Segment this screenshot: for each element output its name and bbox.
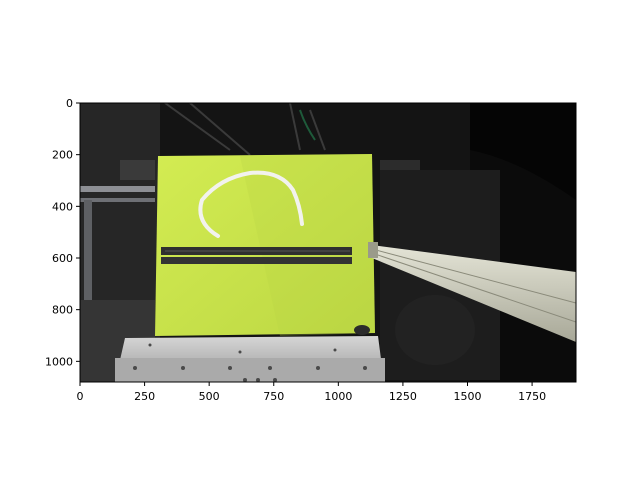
overhead-cable: [164, 103, 326, 156]
overhead-cable: [299, 109, 316, 141]
x-tick-label: 1500: [454, 390, 482, 403]
y-tick-label: 600: [52, 252, 73, 265]
x-tick-label: 1250: [389, 390, 417, 403]
y-tick-label: 0: [66, 97, 73, 110]
plot-frame: [79, 102, 577, 383]
y-tick-label: 400: [52, 200, 73, 213]
x-axis: 0 250 500 750 1000 1250 1500 1750: [77, 382, 546, 403]
right-dark-object: [395, 295, 475, 365]
rail-clamp: [368, 242, 378, 258]
green-board: [155, 154, 375, 336]
x-tick-label: 750: [263, 390, 284, 403]
left-frame-bar: [80, 198, 155, 202]
y-tick-label: 1000: [45, 355, 73, 368]
x-tick-label: 0: [77, 390, 84, 403]
x-tick-label: 250: [134, 390, 155, 403]
background-equipment: [120, 160, 155, 180]
workcell-photo: [80, 103, 576, 382]
y-tick-label: 800: [52, 304, 73, 317]
left-frame-bar: [80, 186, 155, 192]
x-tick-label: 1000: [324, 390, 352, 403]
left-frame-post: [84, 200, 92, 370]
white-rope: [198, 170, 304, 238]
y-tick-label: 200: [52, 149, 73, 162]
robot-rail: [372, 245, 576, 342]
metal-base-front: [115, 358, 385, 382]
x-tick-label: 1750: [518, 390, 546, 403]
board-clamp: [354, 325, 370, 335]
base-bolts: [133, 343, 367, 382]
right-cable: [470, 103, 576, 200]
board-shading: [240, 154, 375, 336]
rail-edge: [371, 248, 576, 304]
x-tick-label: 500: [199, 390, 220, 403]
rail-edge: [371, 252, 576, 323]
black-bar: [161, 257, 352, 264]
y-axis: 0 200 400 600 800 1000: [45, 97, 80, 368]
